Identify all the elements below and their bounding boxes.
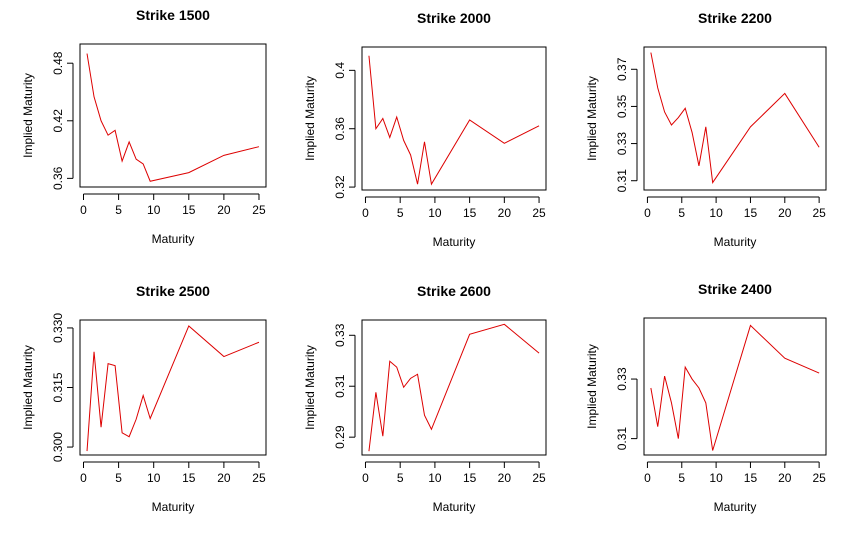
data-line bbox=[650, 52, 820, 184]
x-tick-label: 25 bbox=[252, 471, 266, 485]
x-axis-label: Maturity bbox=[714, 500, 757, 514]
x-tick-label: 0 bbox=[80, 471, 87, 485]
plot-box bbox=[79, 319, 267, 456]
panel: Strike 1500 Maturity Implied Maturity 0 5 10 1… bbox=[21, 7, 267, 246]
x-tick-label: 15 bbox=[744, 206, 758, 220]
y-axis-label: Implied Maturity bbox=[303, 345, 317, 430]
y-tick-label: 0.31 bbox=[333, 374, 347, 398]
x-tick-label: 10 bbox=[709, 206, 723, 220]
x-tick-label: 25 bbox=[252, 203, 266, 217]
x-tick-label: 20 bbox=[778, 206, 792, 220]
y-tick-label: 0.37 bbox=[615, 57, 629, 81]
data-line bbox=[368, 323, 540, 452]
x-tick-label: 15 bbox=[182, 471, 196, 485]
y-axis-label: Implied Maturity bbox=[21, 345, 35, 430]
x-axis-label: Maturity bbox=[433, 235, 476, 249]
y-tick-label: 0.33 bbox=[615, 367, 629, 391]
x-tick-label: 25 bbox=[812, 206, 826, 220]
y-tick-label: 0.36 bbox=[333, 117, 347, 141]
x-tick-label: 0 bbox=[644, 471, 651, 485]
x-tick-label: 0 bbox=[362, 471, 369, 485]
x-tick-label: 0 bbox=[362, 206, 369, 220]
x-tick-label: 20 bbox=[498, 471, 512, 485]
x-tick-label: 5 bbox=[115, 471, 122, 485]
y-tick-label: 0.4 bbox=[333, 62, 347, 79]
x-tick-label: 25 bbox=[532, 471, 546, 485]
y-tick-label: 0.330 bbox=[51, 313, 65, 343]
y-tick-label: 0.36 bbox=[51, 166, 65, 190]
y-tick-label: 0.32 bbox=[333, 175, 347, 199]
x-tick-label: 15 bbox=[463, 471, 477, 485]
y-tick-label: 0.35 bbox=[615, 94, 629, 118]
data-line bbox=[86, 53, 260, 182]
panel: Strike 2500 Maturity Implied Maturity 0 5 10 1… bbox=[21, 283, 267, 514]
y-tick-label: 0.33 bbox=[333, 323, 347, 347]
x-tick-label: 5 bbox=[115, 203, 122, 217]
x-tick-label: 5 bbox=[678, 206, 685, 220]
x-tick-label: 20 bbox=[498, 206, 512, 220]
x-tick-label: 5 bbox=[397, 471, 404, 485]
y-axis-label: Implied Maturity bbox=[585, 344, 599, 429]
x-axis-label: Maturity bbox=[152, 232, 195, 246]
x-tick-label: 5 bbox=[678, 471, 685, 485]
y-tick-label: 0.31 bbox=[615, 427, 629, 451]
panel-title: Strike 2400 bbox=[698, 281, 772, 297]
x-tick-label: 10 bbox=[428, 471, 442, 485]
y-axis-label: Implied Maturity bbox=[585, 76, 599, 161]
x-tick-label: 15 bbox=[744, 471, 758, 485]
y-tick-label: 0.31 bbox=[615, 169, 629, 193]
x-tick-label: 20 bbox=[217, 471, 231, 485]
panel: Strike 2400 Maturity Implied Maturity 0 5 10 1… bbox=[585, 281, 827, 514]
data-line bbox=[368, 55, 540, 186]
x-tick-label: 15 bbox=[463, 206, 477, 220]
panel: Strike 2200 Maturity Implied Maturity 0 5 10 1… bbox=[585, 10, 827, 249]
panel: Strike 2600 Maturity Implied Maturity 0 5 10 1… bbox=[303, 283, 547, 514]
panel-title: Strike 2200 bbox=[698, 10, 772, 26]
panel-title: Strike 2000 bbox=[417, 10, 491, 26]
y-axis-label: Implied Maturity bbox=[303, 76, 317, 161]
x-axis-label: Maturity bbox=[433, 500, 476, 514]
panel-title: Strike 2500 bbox=[136, 283, 210, 299]
plot-box bbox=[361, 319, 547, 456]
x-tick-label: 0 bbox=[644, 206, 651, 220]
plot-box bbox=[361, 46, 547, 191]
y-axis-label: Implied Maturity bbox=[21, 73, 35, 158]
x-tick-label: 10 bbox=[147, 471, 161, 485]
x-tick-label: 10 bbox=[709, 471, 723, 485]
x-tick-label: 20 bbox=[778, 471, 792, 485]
plot-box bbox=[643, 317, 827, 456]
x-tick-label: 10 bbox=[147, 203, 161, 217]
y-tick-label: 0.42 bbox=[51, 109, 65, 133]
y-tick-label: 0.300 bbox=[51, 432, 65, 462]
x-tick-label: 25 bbox=[812, 471, 826, 485]
y-tick-label: 0.48 bbox=[51, 51, 65, 75]
plot-box bbox=[643, 46, 827, 191]
panel-title: Strike 1500 bbox=[136, 7, 210, 23]
x-tick-label: 25 bbox=[532, 206, 546, 220]
plot-box bbox=[79, 43, 267, 188]
y-tick-label: 0.315 bbox=[51, 372, 65, 402]
x-tick-label: 10 bbox=[428, 206, 442, 220]
y-tick-label: 0.33 bbox=[615, 132, 629, 156]
panel: Strike 2000 Maturity Implied Maturity 0 5 10 1… bbox=[303, 10, 547, 249]
x-tick-label: 5 bbox=[397, 206, 404, 220]
panel-title: Strike 2600 bbox=[417, 283, 491, 299]
data-line bbox=[86, 325, 260, 452]
x-axis-label: Maturity bbox=[152, 500, 195, 514]
x-tick-label: 20 bbox=[217, 203, 231, 217]
data-line bbox=[650, 324, 820, 451]
x-tick-label: 15 bbox=[182, 203, 196, 217]
y-tick-label: 0.29 bbox=[333, 425, 347, 449]
x-tick-label: 0 bbox=[80, 203, 87, 217]
x-axis-label: Maturity bbox=[714, 235, 757, 249]
